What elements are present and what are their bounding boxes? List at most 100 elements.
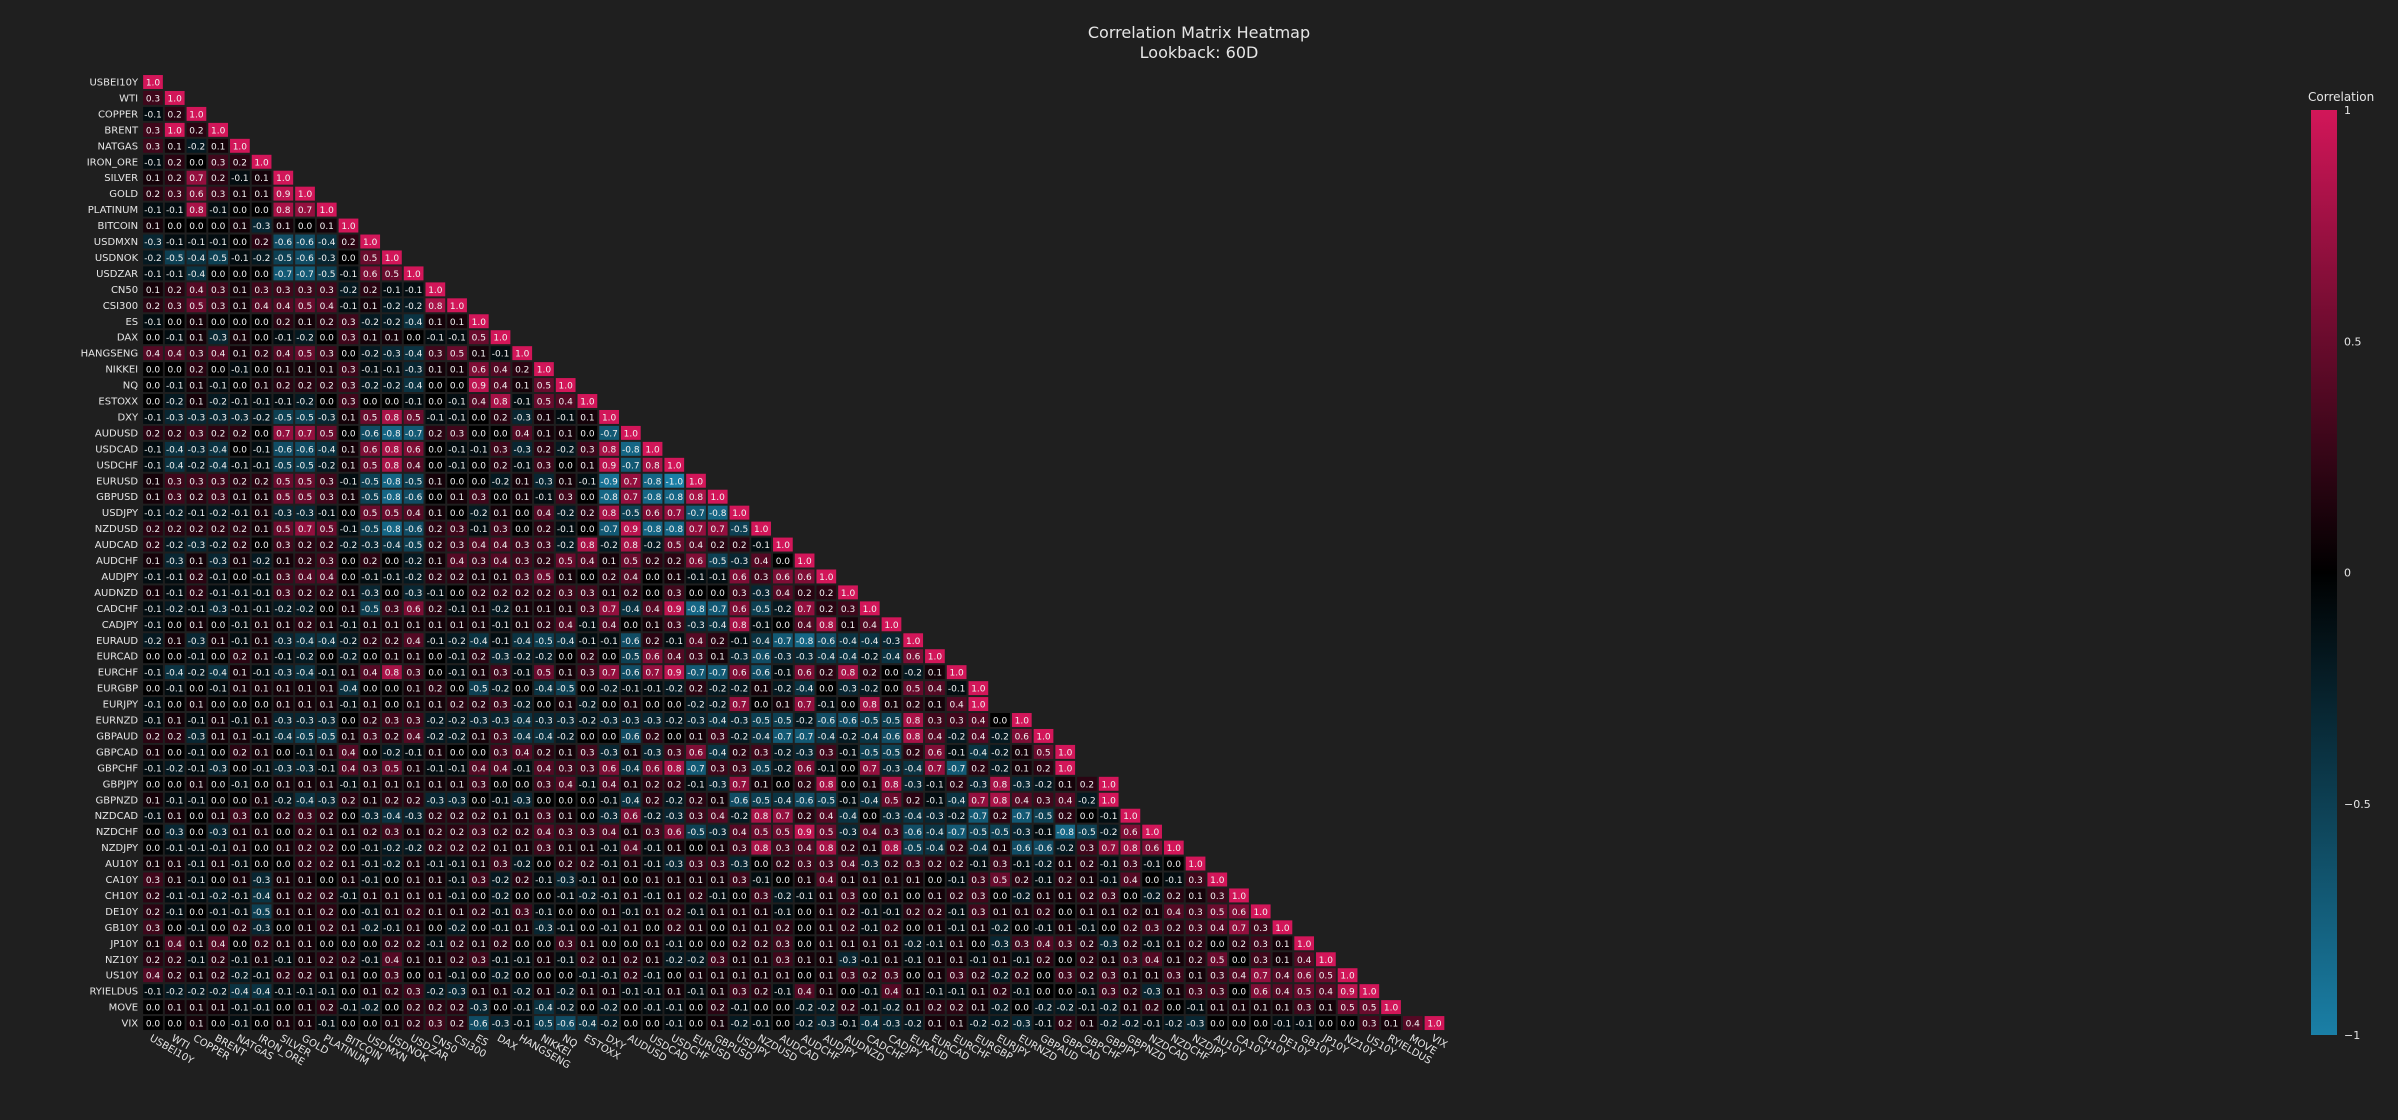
heatmap-cell	[164, 425, 185, 440]
cell-value-label: -0.1	[470, 445, 488, 455]
cell-value-label: -0.1	[427, 764, 445, 774]
heatmap-cell	[338, 457, 359, 472]
cell-value-label: -0.8	[644, 493, 662, 503]
cell-value-label: 0.2	[450, 1004, 464, 1014]
heatmap-cell	[186, 441, 207, 456]
cell-value-label: -0.2	[166, 605, 184, 615]
cell-value-label: -0.2	[1143, 892, 1161, 902]
cell-value-label: 0.1	[298, 1004, 312, 1014]
cell-value-label: 0.1	[580, 940, 594, 950]
cell-value-label: 0.0	[341, 908, 356, 918]
cell-value-label: 0.0	[276, 828, 291, 838]
cell-value-label: 0.2	[320, 589, 334, 599]
cell-value-label: 0.2	[1036, 764, 1050, 774]
heatmap-cell	[186, 425, 207, 440]
cell-value-label: -0.1	[144, 717, 162, 727]
cell-value-label: 0.1	[168, 860, 182, 870]
cell-value-label: -0.2	[1078, 796, 1096, 806]
cell-value-label: 0.0	[168, 780, 183, 790]
cell-value-label: 0.1	[1015, 908, 1029, 918]
heatmap-cell	[403, 521, 424, 536]
cell-value-label: -0.3	[883, 637, 901, 647]
cell-value-label: -0.1	[622, 685, 640, 695]
heatmap-cell	[251, 553, 272, 568]
cell-value-label: -0.5	[470, 685, 488, 695]
cell-value-label: 0.1	[363, 701, 377, 711]
cell-value-label: 0.0	[341, 988, 356, 998]
cell-value-label: 0.3	[797, 860, 811, 870]
cell-value-label: -0.4	[318, 445, 336, 455]
cell-value-label: 1.0	[1297, 940, 1312, 950]
heatmap-cell	[186, 378, 207, 393]
heatmap-cell	[425, 330, 446, 345]
heatmap-cell	[295, 537, 315, 552]
cell-value-label: -0.4	[513, 717, 531, 727]
cell-value-label: -0.1	[752, 621, 770, 631]
cell-value-label: -0.2	[209, 509, 227, 519]
heatmap-cell	[208, 521, 229, 536]
cell-value-label: 0.7	[624, 493, 638, 503]
cell-value-label: 0.3	[645, 828, 659, 838]
cell-value-label: 0.1	[146, 748, 160, 758]
cell-value-label: 0.0	[189, 812, 204, 822]
cell-value-label: -0.1	[1078, 988, 1096, 998]
cell-value-label: -0.1	[861, 924, 879, 934]
cell-value-label: 0.0	[254, 812, 269, 822]
cell-value-label: -0.3	[513, 445, 531, 455]
cell-value-label: 1.0	[689, 477, 704, 487]
cell-value-label: -0.1	[144, 621, 162, 631]
cell-value-label: 0.0	[254, 270, 269, 280]
cell-value-label: -0.2	[513, 860, 531, 870]
cell-value-label: 0.1	[298, 876, 312, 886]
cell-value-label: -0.1	[774, 908, 792, 918]
cell-value-label: 0.3	[493, 860, 507, 870]
cell-value-label: 0.1	[559, 812, 573, 822]
cell-value-label: -0.1	[166, 796, 184, 806]
heatmap-cell	[382, 473, 402, 488]
cell-value-label: 0.5	[1297, 988, 1311, 998]
cell-value-label: 0.0	[537, 796, 552, 806]
cell-value-label: -0.4	[188, 254, 206, 264]
heatmap-cell	[447, 569, 467, 584]
cell-value-label: 0.2	[1167, 892, 1181, 902]
cell-value-label: -0.2	[340, 286, 358, 296]
cell-value-label: 0.1	[298, 1020, 312, 1030]
cell-value-label: 0.6	[906, 653, 921, 663]
heatmap-cell	[360, 409, 381, 424]
heatmap-cell	[230, 186, 250, 201]
cell-value-label: -0.7	[1013, 812, 1031, 822]
cell-value-label: -0.5	[752, 764, 770, 774]
cell-value-label: -0.3	[1100, 940, 1118, 950]
chart-subtitle: Lookback: 60D	[1140, 43, 1259, 62]
cell-value-label: 0.0	[320, 940, 335, 950]
cell-value-label: -0.3	[796, 653, 814, 663]
cell-value-label: 0.0	[493, 780, 508, 790]
cell-value-label: 0.2	[993, 812, 1007, 822]
cell-value-label: -0.1	[383, 366, 401, 376]
cell-value-label: 0.0	[645, 573, 660, 583]
cell-value-label: 0.0	[428, 382, 443, 392]
cell-value-label: 0.3	[884, 828, 898, 838]
cell-value-label: 0.0	[341, 717, 356, 727]
cell-value-label: 0.2	[320, 382, 334, 392]
heatmap-cell	[295, 553, 315, 568]
cell-value-label: -0.1	[166, 589, 184, 599]
heatmap-cell	[534, 394, 554, 408]
cell-value-label: 0.2	[732, 940, 746, 950]
cell-value-label: -0.4	[209, 461, 227, 471]
cell-value-label: 0.2	[863, 669, 877, 679]
heatmap-cell	[164, 537, 185, 552]
y-tick-label: USDZAR	[96, 269, 138, 280]
cell-value-label: 0.2	[298, 844, 312, 854]
cell-value-label: 0.2	[298, 541, 312, 551]
y-tick-label: CN50	[111, 285, 138, 296]
cell-value-label: 0.1	[1275, 1004, 1289, 1014]
cell-value-label: 0.0	[689, 1020, 704, 1030]
cell-value-label: 0.2	[928, 908, 942, 918]
cell-value-label: -0.5	[361, 525, 379, 535]
cell-value-label: 0.6	[1015, 732, 1030, 742]
cell-value-label: -0.1	[427, 637, 445, 647]
heatmap-cell	[447, 473, 467, 488]
x-tick-label: DAX	[495, 1033, 519, 1053]
cell-value-label: -0.2	[557, 732, 575, 742]
